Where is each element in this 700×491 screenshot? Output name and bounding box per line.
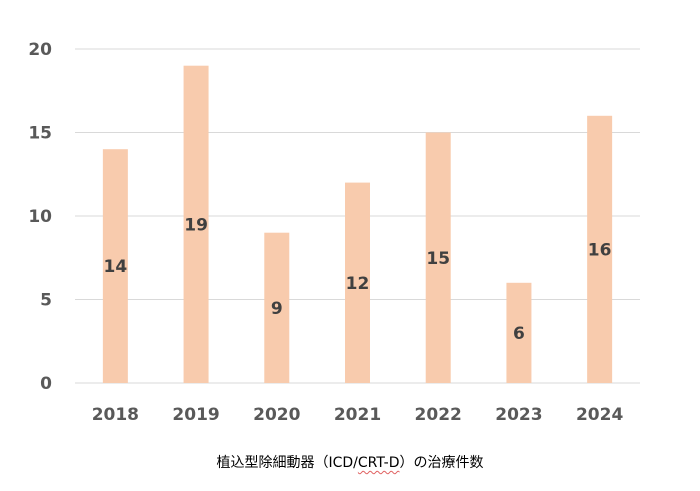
data-label: 14 [104,257,128,277]
caption-prefix: 植込型除細動器（ICD/ [216,455,358,471]
data-label: 9 [271,299,283,319]
caption-suffix: ）の治療件数 [399,455,484,471]
x-tick-label: 2019 [172,405,219,425]
x-tick-label: 2024 [576,405,623,425]
x-tick-label: 2018 [92,405,139,425]
caption-mark: CRT-D [357,455,400,471]
bar [264,232,290,383]
bar [345,182,370,383]
data-label: 16 [588,240,612,260]
y-tick-label: 0 [40,374,52,394]
bar [425,132,451,383]
y-tick-label: 20 [28,40,52,60]
bar [183,65,209,383]
data-label: 15 [426,249,450,269]
x-tick-label: 2021 [334,405,381,425]
bar [506,282,532,383]
chart-caption: 植込型除細動器（ICD/CRT-D）の治療件数 [0,452,700,472]
x-tick-label: 2023 [495,405,542,425]
x-tick-label: 2022 [415,405,462,425]
data-label: 12 [346,274,370,294]
x-tick-label: 2020 [253,405,300,425]
y-tick-label: 10 [28,207,52,227]
bar [102,149,128,383]
y-tick-label: 15 [28,124,52,144]
y-tick-label: 5 [40,291,52,311]
bar [587,115,613,384]
data-label: 6 [513,324,525,344]
data-label: 19 [184,215,208,235]
plot-area: 0 5 10 15 20 14 2018 19 2019 9 2020 12 2021 15 2022 6 20… [28,40,640,425]
